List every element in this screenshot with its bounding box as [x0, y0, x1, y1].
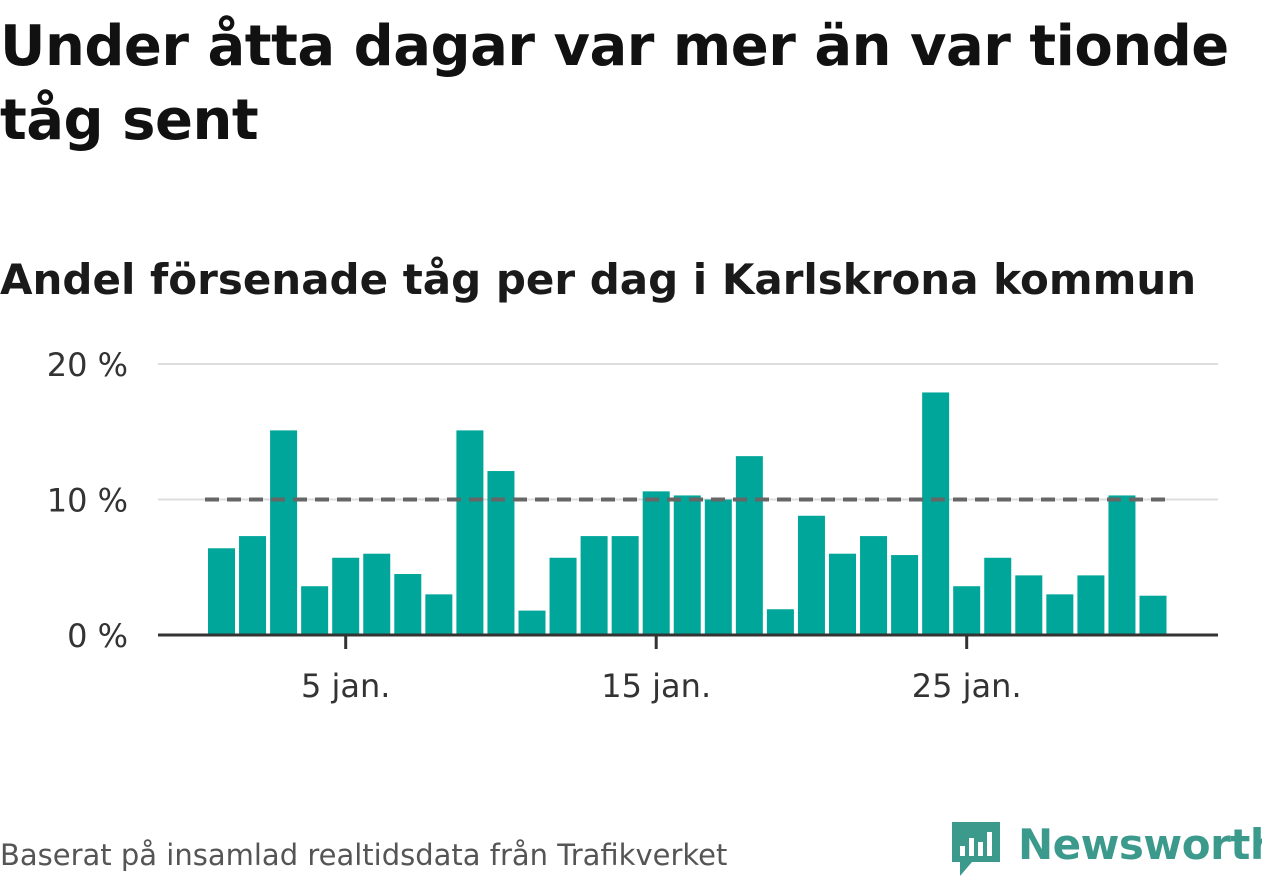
x-tick-label: 25 jan. — [912, 667, 1022, 705]
bar — [518, 610, 546, 635]
bar — [549, 557, 577, 635]
gridlines — [158, 363, 1218, 501]
newsworthy-logo-icon — [952, 822, 1000, 876]
bar — [1046, 594, 1074, 635]
bar — [487, 471, 515, 635]
bar — [891, 555, 919, 635]
bar — [580, 536, 608, 635]
bar — [766, 609, 794, 635]
chart-title: Under åtta dagar var mer än var tionde t… — [0, 14, 1229, 153]
y-tick-label: 10 % — [47, 482, 128, 520]
bar — [208, 548, 235, 635]
bar — [922, 392, 950, 635]
bar — [1139, 595, 1167, 635]
source-note: Baserat på insamlad realtidsdata från Tr… — [0, 838, 728, 872]
bar — [704, 499, 732, 635]
logo-text: Newsworthy — [1018, 820, 1262, 869]
bar — [673, 495, 701, 635]
bars — [208, 392, 1167, 635]
bar — [456, 430, 484, 635]
bar — [797, 515, 825, 635]
bar — [953, 586, 981, 635]
bar — [363, 553, 391, 635]
bar — [829, 553, 856, 635]
bar — [394, 574, 422, 635]
bar — [984, 557, 1012, 635]
chart-subtitle: Andel försenade tåg per dag i Karlskrona… — [0, 255, 1197, 304]
bar — [642, 491, 670, 635]
bar — [1108, 495, 1136, 635]
bar — [301, 586, 329, 635]
y-tick-label: 0 % — [67, 617, 128, 655]
bar — [735, 456, 763, 635]
bar — [425, 594, 453, 635]
bar — [1077, 575, 1105, 635]
x-axis-ticks: 5 jan. 15 jan. 25 jan. — [301, 635, 1022, 705]
bar — [860, 536, 888, 635]
bar — [611, 536, 639, 635]
bar — [1015, 575, 1043, 635]
bar — [270, 430, 298, 635]
newsworthy-logo: Newsworthy — [950, 818, 1262, 878]
bar — [239, 536, 267, 635]
x-tick-label: 15 jan. — [601, 667, 711, 705]
y-tick-label: 20 % — [47, 346, 128, 384]
bar — [332, 557, 360, 635]
x-tick-label: 5 jan. — [301, 667, 390, 705]
bar-chart: 0 % 10 % 20 % 5 jan. 15 jan. 25 jan. — [47, 346, 1218, 705]
y-axis-ticks: 0 % 10 % 20 % — [47, 346, 128, 655]
